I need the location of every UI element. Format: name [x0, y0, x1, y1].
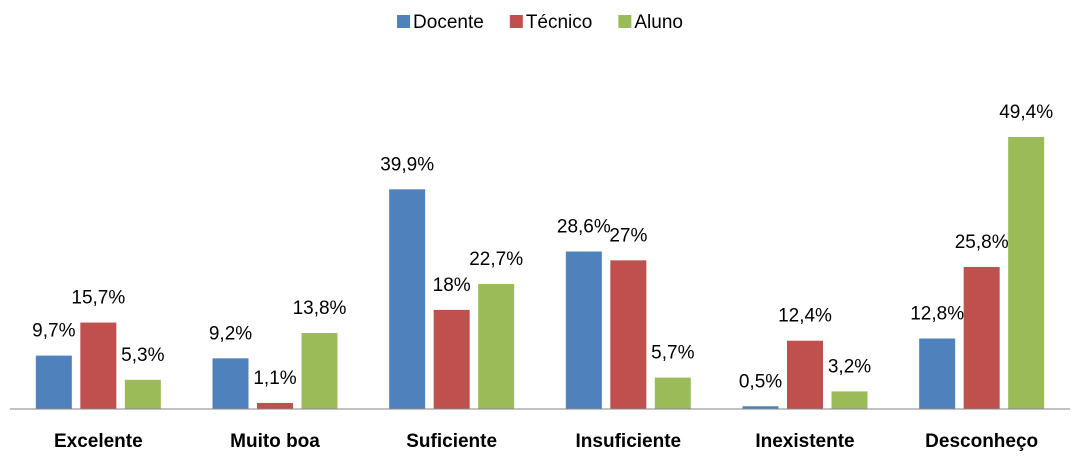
- x-tick-label: Desconheço: [925, 431, 1038, 452]
- bar: [212, 358, 249, 409]
- bar: [963, 266, 1000, 409]
- data-label: 25,8%: [955, 232, 1009, 253]
- data-label: 28,6%: [557, 217, 611, 238]
- legend-label: Aluno: [634, 12, 683, 33]
- data-label: 15,7%: [71, 288, 125, 309]
- x-tick-label: Inexistente: [755, 431, 854, 452]
- data-label: 12,4%: [778, 306, 832, 327]
- data-label: 0,5%: [739, 371, 782, 392]
- x-tick-label: Insuficiente: [576, 431, 682, 452]
- data-label: 39,9%: [380, 154, 434, 175]
- legend-label: Docente: [413, 12, 484, 33]
- legend-swatch: [618, 15, 632, 28]
- x-tick-label: Suficiente: [406, 431, 497, 452]
- bar: [35, 355, 72, 409]
- bar: [389, 189, 426, 409]
- bar: [433, 309, 470, 409]
- legend: Docente Técnico Aluno: [397, 12, 683, 33]
- data-label: 49,4%: [999, 102, 1053, 123]
- data-label: 22,7%: [469, 249, 523, 270]
- bar: [787, 340, 823, 409]
- bar: [654, 377, 691, 409]
- x-tick-label: Excelente: [54, 431, 143, 452]
- bar: [919, 338, 956, 409]
- bar: [257, 402, 293, 409]
- bar: [1008, 137, 1045, 409]
- legend-swatch: [509, 15, 523, 28]
- legend-label: Técnico: [526, 12, 593, 33]
- data-label: 1,1%: [253, 368, 296, 389]
- data-label: 5,3%: [121, 345, 164, 366]
- bar: [831, 391, 868, 409]
- bar: [80, 322, 117, 409]
- data-label: 9,7%: [32, 321, 75, 342]
- data-label: 9,2%: [209, 323, 252, 344]
- bar: [124, 379, 161, 409]
- bar: [301, 333, 338, 409]
- bar: [610, 260, 647, 409]
- data-label: 27%: [609, 225, 647, 246]
- x-tick-label: Muito boa: [230, 431, 320, 452]
- data-label: 12,8%: [910, 304, 964, 325]
- bar: [742, 406, 779, 409]
- legend-swatch: [397, 15, 411, 28]
- data-label: 5,7%: [651, 343, 694, 364]
- data-label: 3,2%: [828, 356, 871, 377]
- bar: [565, 251, 602, 409]
- data-label: 13,8%: [293, 298, 347, 319]
- bar: [478, 284, 515, 409]
- data-label: 18%: [433, 275, 471, 296]
